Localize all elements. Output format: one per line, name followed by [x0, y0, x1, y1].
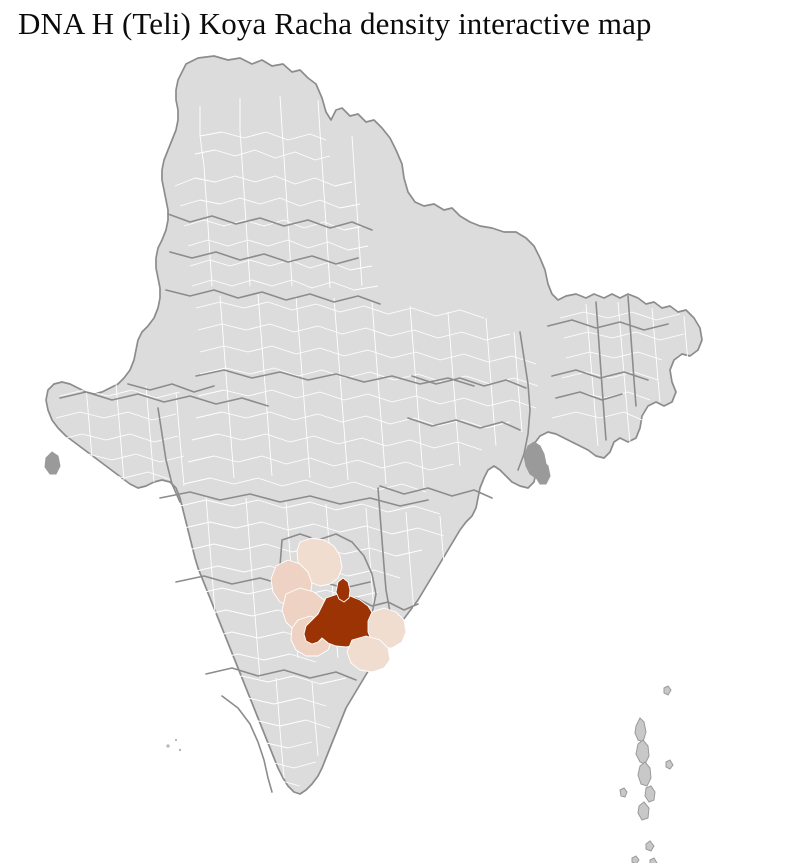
delta-region — [523, 441, 551, 485]
national-boundary — [45, 55, 703, 795]
highlighted-districts[interactable] — [271, 538, 406, 672]
india-map-svg[interactable] — [0, 46, 800, 863]
district-core-dark[interactable] — [304, 594, 376, 647]
map-base-landmass — [46, 56, 702, 794]
map-canvas[interactable] — [0, 46, 800, 863]
kutch-edge — [44, 451, 61, 475]
district-core-north-spur[interactable] — [336, 578, 350, 602]
lakshadweep-islands — [166, 738, 182, 752]
andaman-nicobar-islands — [619, 685, 674, 863]
state-boundaries — [59, 213, 669, 793]
district-coastal-east-pale[interactable] — [368, 608, 406, 648]
page-title: DNA H (Teli) Koya Racha density interact… — [18, 6, 652, 41]
district-coastal-southeast-pale[interactable] — [347, 636, 390, 672]
